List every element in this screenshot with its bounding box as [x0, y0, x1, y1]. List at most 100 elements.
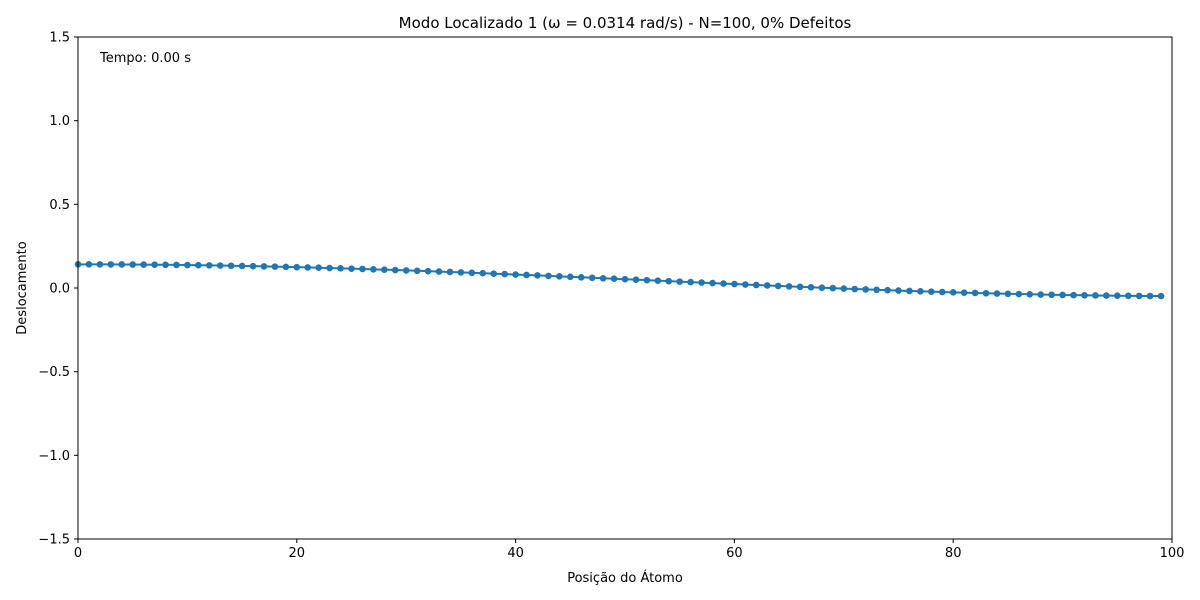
data-point — [632, 276, 640, 283]
data-point — [742, 281, 749, 288]
data-point — [195, 261, 202, 269]
data-point — [337, 265, 344, 272]
x-axis-label: Posição do Átomo — [567, 570, 683, 586]
data-point — [370, 266, 377, 273]
data-point — [567, 273, 574, 281]
data-point — [457, 269, 465, 276]
data-point — [556, 273, 563, 280]
x-tick-label: 0 — [74, 546, 82, 561]
data-point — [1037, 291, 1045, 298]
data-point — [949, 289, 957, 296]
data-point — [643, 276, 651, 284]
data-point — [479, 269, 487, 277]
plot-area — [74, 36, 1173, 540]
data-point — [1059, 291, 1066, 299]
data-point — [665, 277, 673, 285]
chart-title: Modo Localizado 1 (ω = 0.0314 rad/s) - N… — [399, 14, 852, 32]
data-point — [818, 284, 826, 292]
data-point — [577, 273, 585, 281]
y-tick-label: 1.5 — [49, 31, 70, 46]
data-point — [435, 268, 443, 275]
x-tick-label: 100 — [1160, 546, 1185, 561]
x-tick-label: 80 — [945, 546, 962, 561]
data-point — [1124, 292, 1132, 300]
x-tick-label: 20 — [289, 546, 306, 561]
data-point — [1092, 292, 1099, 299]
data-point — [315, 264, 322, 272]
data-point — [490, 270, 498, 277]
time-annotation: Tempo: 0.00 s — [99, 51, 191, 66]
data-point — [610, 275, 618, 283]
data-point — [96, 261, 104, 268]
data-point — [512, 271, 519, 278]
data-point — [359, 265, 366, 273]
data-point — [304, 264, 312, 271]
data-point — [162, 261, 169, 269]
data-point — [293, 263, 301, 271]
data-point — [621, 275, 629, 283]
data-point — [698, 279, 705, 286]
data-point — [1081, 292, 1088, 299]
data-point — [906, 287, 913, 295]
x-tick-label: 40 — [507, 546, 524, 561]
data-point — [205, 262, 213, 269]
y-tick-label: 1.0 — [49, 114, 70, 129]
data-point — [1157, 292, 1165, 300]
data-point — [829, 284, 837, 292]
data-point — [249, 262, 257, 270]
data-point — [654, 277, 662, 284]
data-point — [1026, 290, 1034, 298]
data-point — [1135, 292, 1143, 300]
data-point — [884, 286, 891, 294]
data-point — [1146, 292, 1154, 300]
data-point — [1070, 291, 1077, 299]
x-tick-label: 60 — [726, 546, 743, 561]
data-point — [424, 267, 432, 275]
data-point — [1103, 292, 1110, 299]
data-point — [523, 271, 530, 279]
data-point — [731, 280, 738, 288]
data-point — [151, 261, 158, 268]
data-point — [1048, 291, 1055, 299]
data-point — [676, 278, 683, 285]
data-point — [271, 263, 279, 270]
y-tick-label: −1.5 — [38, 533, 70, 548]
data-point — [468, 269, 476, 277]
data-point — [687, 278, 694, 286]
data-point — [184, 261, 191, 269]
data-point — [938, 288, 946, 296]
data-point — [971, 289, 979, 297]
data-point — [107, 261, 115, 268]
data-point — [446, 268, 454, 276]
data-point — [118, 261, 126, 268]
data-point — [1015, 290, 1023, 298]
series-layer — [74, 261, 1165, 300]
data-point — [1114, 292, 1121, 300]
axes-background — [78, 37, 1172, 539]
data-point — [796, 283, 804, 291]
x-axis: 0 20 40 60 80 100 — [74, 539, 1185, 561]
y-axis-label: Deslocamento — [15, 241, 30, 334]
data-point — [402, 267, 410, 274]
y-tick-label: −0.5 — [38, 365, 70, 380]
data-point — [720, 280, 727, 287]
data-point — [381, 266, 388, 273]
data-point — [862, 286, 869, 293]
data-point — [326, 264, 333, 272]
data-point — [873, 286, 880, 294]
data-point — [599, 274, 607, 282]
data-point — [173, 261, 180, 269]
data-point — [129, 261, 136, 268]
data-point — [238, 262, 246, 270]
data-point — [709, 279, 716, 287]
data-point — [763, 282, 771, 289]
data-point — [752, 281, 760, 289]
data-point — [534, 272, 541, 279]
data-point — [501, 270, 508, 278]
y-axis: 1.5 1.0 0.5 0.0 −0.5 −1.0 −1.5 — [38, 31, 78, 548]
data-point — [895, 287, 902, 294]
data-point — [545, 272, 552, 280]
data-point — [216, 262, 224, 269]
data-point — [227, 262, 235, 270]
